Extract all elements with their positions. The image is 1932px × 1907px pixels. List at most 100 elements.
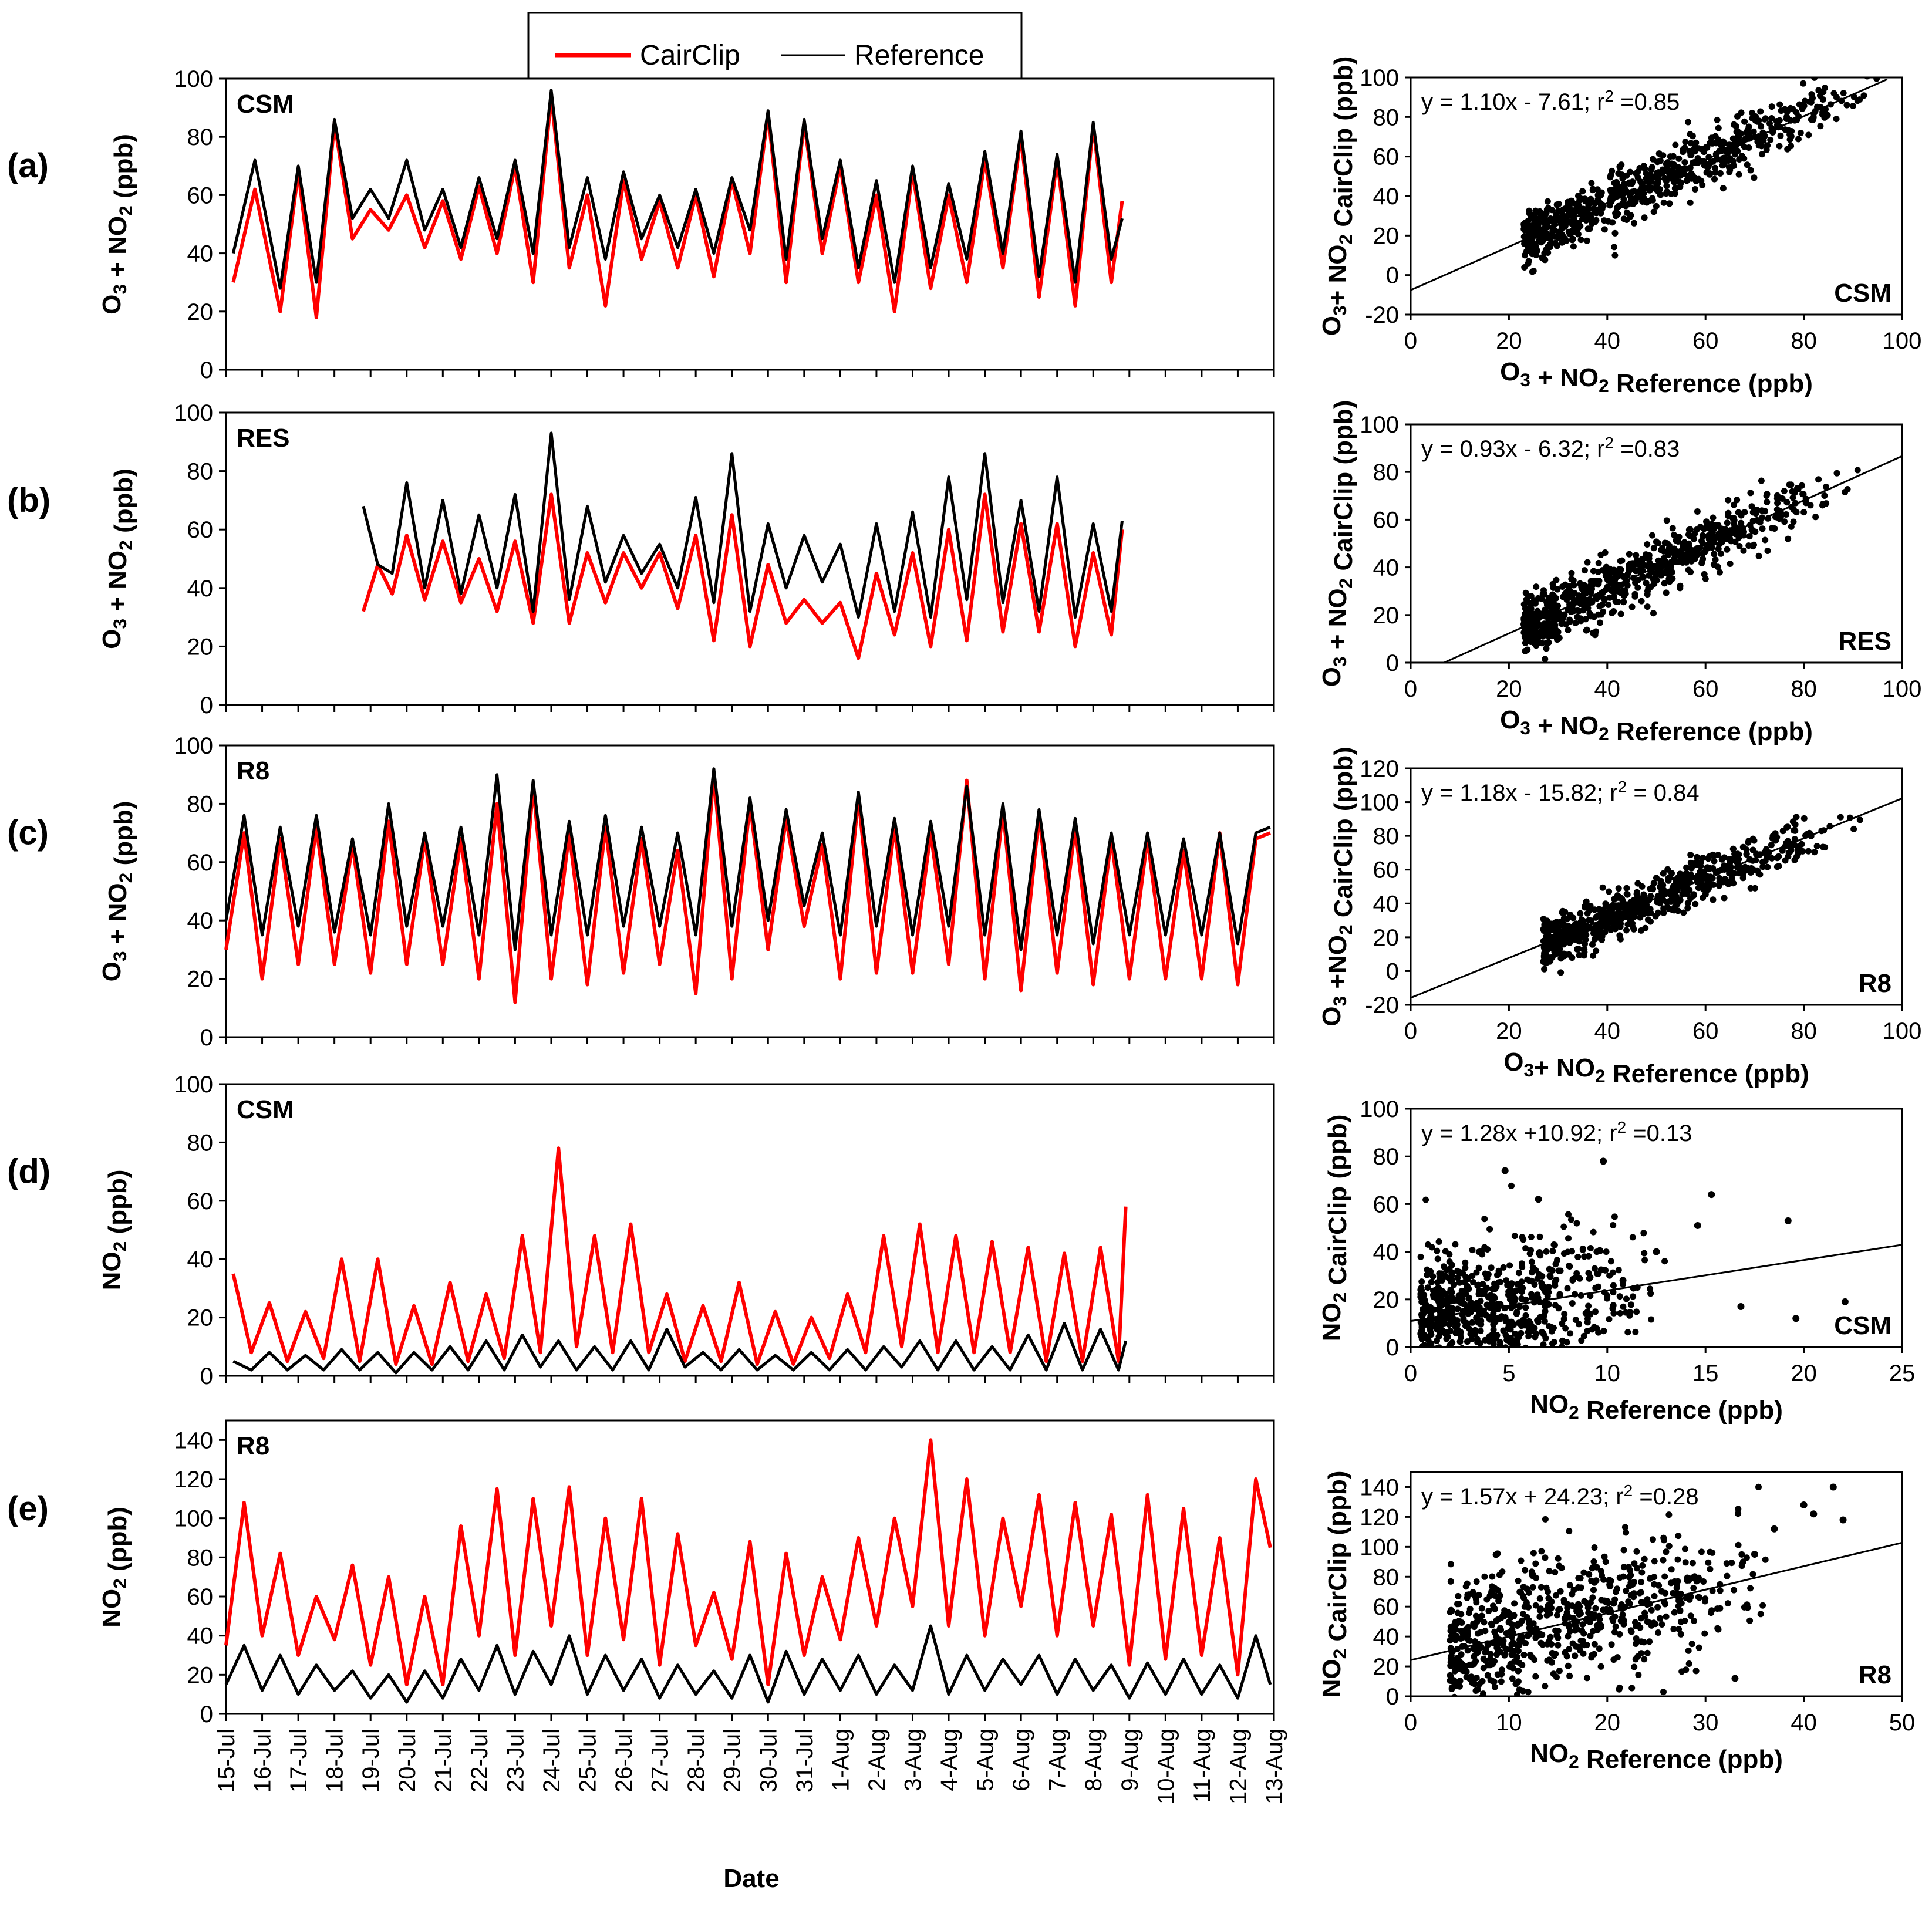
data-point xyxy=(1864,77,1870,80)
data-point xyxy=(1623,885,1630,892)
data-point xyxy=(1520,1611,1526,1618)
data-point xyxy=(1600,1157,1607,1165)
data-point xyxy=(1668,906,1675,913)
date-tick-label: 20-Jul xyxy=(395,1729,420,1793)
data-point xyxy=(1515,1648,1522,1655)
data-point xyxy=(1545,1289,1552,1296)
data-point xyxy=(1593,1325,1600,1332)
data-point xyxy=(1663,589,1670,596)
data-point xyxy=(1432,1370,1438,1376)
y-tick-label: 20 xyxy=(1373,925,1400,951)
data-point xyxy=(1734,857,1741,863)
y-tick-label: 100 xyxy=(1360,1534,1399,1560)
data-point xyxy=(1552,1651,1559,1658)
date-axis: 15-Jul 16-Jul 17-Jul 18-Jul 19-Jul 20-Jul 21-J… xyxy=(214,1729,1287,1804)
data-point xyxy=(1540,1341,1547,1347)
data-point xyxy=(1566,1263,1573,1270)
data-point xyxy=(1731,1587,1738,1594)
data-point xyxy=(1472,1327,1479,1334)
data-point xyxy=(1663,160,1670,167)
data-point xyxy=(1682,1545,1688,1552)
data-point xyxy=(1505,1318,1512,1325)
data-point xyxy=(1663,540,1670,546)
data-point xyxy=(1856,816,1863,823)
data-point xyxy=(1478,1605,1485,1612)
data-point xyxy=(1810,116,1817,123)
timeseries-panel-d-ts: 0 20 40 60 80 100 CSM NO2 (ppb) (d) xyxy=(7,1072,1275,1389)
data-point xyxy=(1632,198,1639,205)
data-point xyxy=(1459,1345,1465,1347)
data-point xyxy=(1628,1685,1636,1692)
data-point xyxy=(1431,1369,1437,1375)
data-point xyxy=(1428,1350,1435,1356)
data-point xyxy=(1673,1581,1680,1588)
data-point xyxy=(1603,1248,1610,1255)
y-tick-label: 20 xyxy=(1373,223,1400,249)
data-point xyxy=(1537,1252,1544,1259)
data-point xyxy=(1487,1651,1494,1657)
data-point xyxy=(1617,610,1624,617)
data-point xyxy=(1590,1558,1597,1565)
data-point xyxy=(1808,91,1815,98)
data-point xyxy=(1772,837,1779,844)
data-point xyxy=(1614,1654,1621,1661)
fit-line xyxy=(1411,797,1902,999)
data-point xyxy=(1565,1633,1572,1640)
data-point xyxy=(1528,1234,1535,1240)
data-point xyxy=(1474,1336,1481,1342)
data-point xyxy=(1860,92,1867,99)
data-point xyxy=(1458,1651,1465,1658)
data-point xyxy=(1485,1608,1492,1614)
data-point xyxy=(1421,1361,1428,1367)
data-point xyxy=(1663,1548,1670,1555)
data-point xyxy=(1621,903,1628,909)
data-point xyxy=(1627,212,1634,219)
data-point xyxy=(1649,197,1656,204)
data-point xyxy=(1636,1589,1643,1597)
data-point xyxy=(1473,1269,1480,1276)
data-point xyxy=(1550,1241,1557,1248)
data-point xyxy=(1650,156,1657,163)
date-tick-label: 11-Aug xyxy=(1189,1729,1215,1803)
data-point xyxy=(1617,936,1624,943)
data-point xyxy=(1564,1285,1571,1292)
data-point xyxy=(1784,1217,1792,1224)
data-point xyxy=(1566,951,1573,958)
data-point xyxy=(1474,1300,1481,1307)
data-point xyxy=(1576,951,1583,958)
data-point xyxy=(1574,1626,1581,1633)
y-tick-label: 60 xyxy=(1373,858,1400,883)
data-point xyxy=(1689,133,1696,140)
data-point xyxy=(1573,201,1580,208)
y-tick-label: 80 xyxy=(187,1545,214,1571)
y-tick-label: 60 xyxy=(1373,1192,1400,1217)
data-point xyxy=(1527,1651,1534,1658)
data-point xyxy=(1519,1617,1526,1624)
data-point xyxy=(1447,1608,1454,1615)
data-point xyxy=(1744,1604,1751,1611)
data-point xyxy=(1724,546,1731,553)
data-point xyxy=(1489,1346,1493,1347)
data-point xyxy=(1465,1354,1472,1360)
data-point xyxy=(1665,575,1673,582)
data-point xyxy=(1797,130,1804,136)
data-point xyxy=(1712,556,1719,563)
data-point xyxy=(1455,1734,1461,1740)
data-point xyxy=(1726,856,1733,863)
data-point xyxy=(1418,1278,1425,1285)
data-point xyxy=(1488,1620,1495,1627)
data-point xyxy=(1515,1667,1522,1674)
data-point xyxy=(1727,561,1734,567)
scatter-panel-d-sc: 0 20 40 60 80 100 0 5 10 15 20 25 y = 1.28x +10.92; … xyxy=(1317,1096,1915,1425)
data-point xyxy=(1647,909,1654,916)
x-tick-label: 20 xyxy=(1496,1018,1522,1044)
data-point xyxy=(1644,916,1651,923)
data-point xyxy=(1590,1587,1597,1594)
data-point xyxy=(1783,823,1791,831)
data-point xyxy=(1546,244,1553,251)
data-point xyxy=(1744,865,1751,872)
data-point xyxy=(1566,586,1573,593)
date-tick-label: 30-Jul xyxy=(756,1729,781,1793)
data-point xyxy=(1637,178,1644,185)
data-point xyxy=(1724,1600,1731,1607)
